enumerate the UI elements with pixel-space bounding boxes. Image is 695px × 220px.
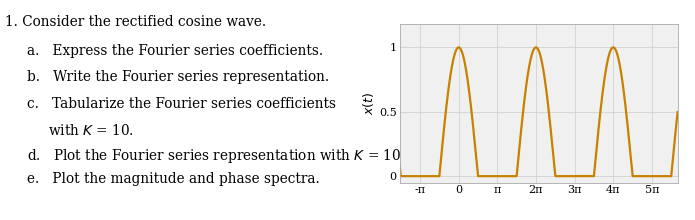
Text: c.   Tabularize the Fourier series coefficients: c. Tabularize the Fourier series coeffic…	[27, 97, 336, 111]
Y-axis label: $x(t)$: $x(t)$	[361, 92, 376, 115]
Text: 1. Consider the rectified cosine wave.: 1. Consider the rectified cosine wave.	[6, 15, 266, 29]
Text: b.   Write the Fourier series representation.: b. Write the Fourier series representati…	[27, 70, 329, 84]
Text: d.   Plot the Fourier series representation with $K$ = 10.: d. Plot the Fourier series representatio…	[27, 147, 406, 165]
Text: a.   Express the Fourier series coefficients.: a. Express the Fourier series coefficien…	[27, 44, 324, 58]
Text: e.   Plot the magnitude and phase spectra.: e. Plot the magnitude and phase spectra.	[27, 172, 320, 186]
Text: with $K$ = 10.: with $K$ = 10.	[47, 123, 133, 138]
